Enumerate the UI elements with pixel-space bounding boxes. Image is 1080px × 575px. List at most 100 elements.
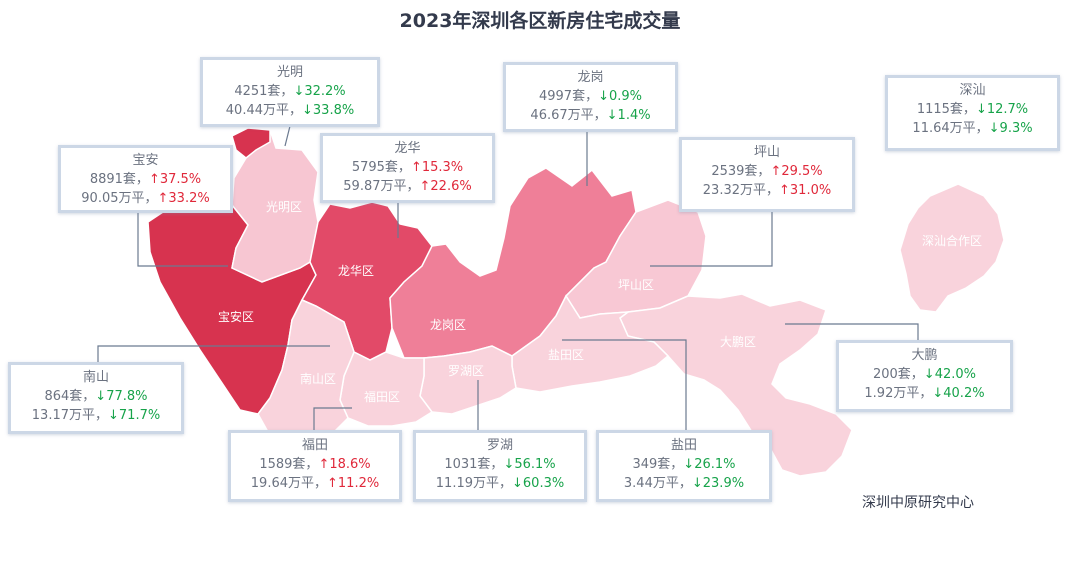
units-value: 4997套， (538, 89, 599, 104)
area-arrow: ↑ (327, 476, 338, 491)
area-value: 59.87万平， (343, 179, 420, 194)
map-label-yantian: 盐田区 (548, 348, 584, 362)
units-value: 4251套， (234, 84, 294, 99)
area-change: 23.9% (702, 476, 745, 491)
info-box-baoan[interactable]: 宝安 8891套，↑37.5% 90.05万平，↑33.2% (58, 145, 233, 213)
info-box-shenshan[interactable]: 深汕 1115套，↓12.7% 11.64万平，↓9.3% (885, 75, 1060, 151)
area-value: 23.32万平， (702, 183, 779, 198)
units-change: 42.0% (934, 367, 977, 382)
box-title: 深汕 (959, 83, 986, 98)
box-title: 坪山 (753, 145, 780, 160)
area-line: 90.05万平，↑33.2% (61, 189, 230, 208)
box-title: 南山 (82, 370, 109, 385)
units-arrow: ↑ (410, 160, 422, 175)
box-title: 宝安 (132, 153, 159, 168)
map-label-futian: 福田区 (364, 389, 400, 404)
area-value: 13.17万平， (31, 408, 108, 423)
map-label-nanshan: 南山区 (300, 371, 336, 386)
area-change: 33.8% (312, 103, 355, 118)
info-box-dapeng[interactable]: 大鹏 200套，↓42.0% 1.92万平，↓40.2% (836, 340, 1013, 412)
map-label-baoan: 宝安区 (218, 309, 254, 324)
info-box-futian[interactable]: 福田 1589套，↑18.6% 19.64万平，↑11.2% (228, 430, 402, 502)
area-value: 11.64万平， (912, 121, 989, 136)
map-label-luohu: 罗湖区 (448, 363, 484, 378)
chart-title: 2023年深圳各区新房住宅成交量 (399, 10, 681, 32)
units-arrow: ↓ (683, 457, 695, 472)
units-line: 1031套，↓56.1% (416, 455, 584, 474)
units-line: 200套，↓42.0% (839, 365, 1010, 384)
leader-line-pingshan (650, 212, 773, 267)
info-box-longhua[interactable]: 龙华 5795套，↑15.3% 59.87万平，↑22.6% (320, 133, 495, 203)
box-title: 大鹏 (911, 348, 938, 363)
units-line: 5795套，↑15.3% (323, 158, 492, 177)
units-change: 15.3% (421, 160, 464, 175)
units-value: 1031套， (444, 457, 504, 472)
district-shape-baoan-north[interactable] (231, 127, 271, 159)
area-line: 1.92万平，↓40.2% (839, 384, 1010, 403)
units-line: 4997套，↓0.9% (506, 87, 675, 106)
units-value: 8891套， (89, 172, 149, 187)
units-arrow: ↑ (770, 164, 782, 179)
area-change: 33.2% (168, 191, 210, 206)
units-change: 29.5% (781, 164, 823, 179)
box-title: 龙华 (394, 141, 421, 156)
leader-line-guangming (284, 125, 291, 147)
units-line: 2539套，↑29.5% (682, 162, 852, 181)
area-line: 46.67万平，↓1.4% (506, 106, 675, 125)
info-box-yantian[interactable]: 盐田 349套，↓26.1% 3.44万平，↓23.9% (596, 430, 772, 502)
units-arrow: ↓ (923, 367, 935, 382)
district-shape-shenshan[interactable] (899, 183, 1005, 313)
leader-line-nanshan (97, 345, 330, 362)
units-value: 1589套， (259, 457, 319, 472)
info-box-longgang[interactable]: 龙岗 4997套，↓0.9% 46.67万平，↓1.4% (503, 62, 678, 132)
area-value: 1.92万平， (864, 386, 933, 401)
units-line: 349套，↓26.1% (599, 455, 769, 474)
area-line: 19.64万平，↑11.2% (231, 474, 399, 493)
area-change: 31.0% (789, 183, 832, 198)
area-value: 90.05万平， (81, 191, 158, 206)
area-arrow: ↓ (108, 408, 119, 423)
info-box-guangming[interactable]: 光明 4251套，↓32.2% 40.44万平，↓33.8% (200, 57, 380, 127)
units-change: 18.6% (329, 457, 371, 472)
units-line: 1115套，↓12.7% (888, 100, 1057, 119)
leader-line-futian (313, 407, 352, 430)
leader-line-dapeng (785, 323, 919, 340)
units-value: 5795套， (351, 160, 411, 175)
district-shape-futian[interactable] (339, 350, 434, 427)
units-change: 56.1% (514, 457, 556, 472)
map-label-shenshan: 深汕合作区 (922, 233, 982, 248)
units-line: 8891套，↑37.5% (61, 170, 230, 189)
area-arrow: ↓ (988, 121, 1000, 136)
area-arrow: ↑ (157, 191, 169, 206)
map-label-longhua: 龙华区 (338, 264, 374, 278)
leader-line-baoan (137, 204, 228, 267)
area-value: 19.64万平， (250, 476, 327, 491)
area-change: 11.2% (337, 476, 380, 491)
info-box-nanshan[interactable]: 南山 864套，↓77.8% 13.17万平，↓71.7% (8, 362, 184, 434)
units-change: 77.8% (106, 389, 148, 404)
area-arrow: ↓ (932, 386, 944, 401)
box-title: 龙岗 (577, 70, 604, 85)
units-line: 1589套，↑18.6% (231, 455, 399, 474)
leader-lines (97, 125, 919, 430)
area-change: 60.3% (522, 476, 565, 491)
units-line: 864套，↓77.8% (11, 387, 181, 406)
area-change: 1.4% (617, 108, 651, 123)
units-change: 32.2% (304, 84, 346, 99)
area-line: 11.19万平，↓60.3% (416, 474, 584, 493)
map-label-dapeng: 大鹏区 (720, 335, 756, 349)
area-line: 23.32万平，↑31.0% (682, 181, 852, 200)
area-arrow: ↓ (606, 108, 618, 123)
area-line: 40.44万平，↓33.8% (203, 101, 377, 120)
units-change: 12.7% (986, 102, 1029, 117)
units-value: 864套， (44, 389, 96, 404)
area-line: 3.44万平，↓23.9% (599, 474, 769, 493)
info-box-luohu[interactable]: 罗湖 1031套，↓56.1% 11.19万平，↓60.3% (413, 430, 587, 502)
area-change: 9.3% (999, 121, 1033, 136)
area-value: 11.19万平， (435, 476, 512, 491)
area-arrow: ↑ (419, 179, 431, 194)
info-box-pingshan[interactable]: 坪山 2539套，↑29.5% 23.32万平，↑31.0% (679, 137, 855, 212)
units-arrow: ↓ (95, 389, 107, 404)
box-title: 福田 (301, 438, 328, 453)
